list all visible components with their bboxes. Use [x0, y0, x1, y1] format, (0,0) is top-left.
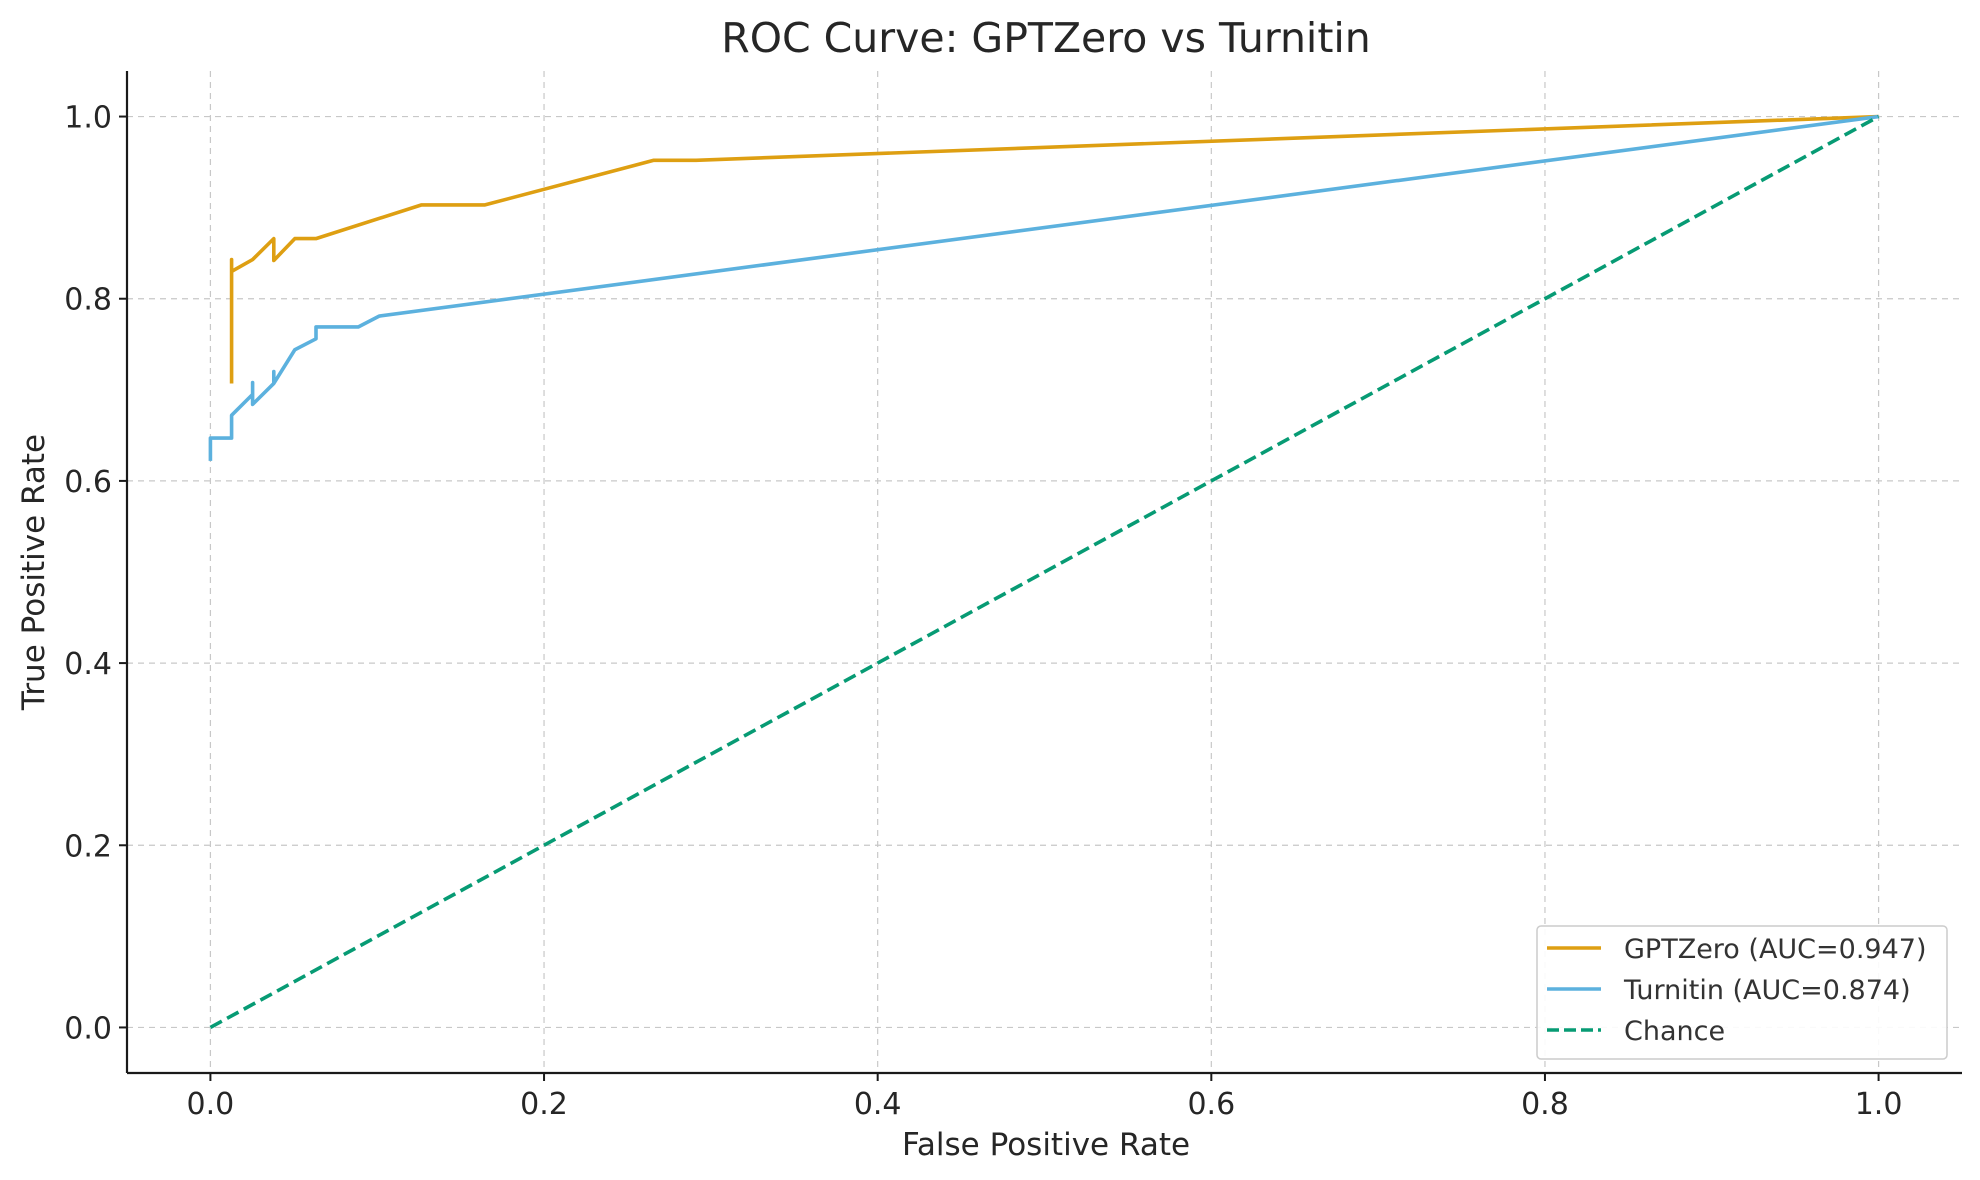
axis-ticks: 0.0 0.2 0.4 0.6 0.8 1.0 0.0 0.2 0.4 0.6 0.8 1.0: [64, 101, 1902, 1122]
y-axis-label: True Positive Rate: [16, 434, 52, 711]
series-lines: [208, 114, 1880, 1030]
series-line-chance: [209, 114, 1880, 1030]
x-tick-label: 0.8: [1521, 1087, 1569, 1122]
chart-title: ROC Curve: GPTZero vs Turnitin: [721, 14, 1371, 62]
y-tick-label: 0.8: [64, 283, 112, 318]
x-tick-label: 0.4: [854, 1087, 902, 1122]
y-tick-label: 0.4: [64, 647, 112, 682]
legend: GPTZero (AUC=0.947) Turnitin (AUC=0.874) C…: [1536, 925, 1948, 1060]
x-tick-label: 1.0: [1855, 1087, 1903, 1122]
series-line-turnitin: [208, 114, 1879, 461]
y-tick-label: 0.2: [64, 829, 112, 864]
legend-label-turnitin: Turnitin (AUC=0.874): [1623, 975, 1911, 1006]
legend-label-chance: Chance: [1624, 1016, 1725, 1047]
legend-label-gptzero: GPTZero (AUC=0.947): [1624, 934, 1926, 965]
y-tick-label: 0.6: [64, 465, 112, 500]
y-tick-label: 1.0: [64, 101, 112, 136]
axes-spines: [125, 71, 1962, 1075]
x-tick-label: 0.0: [187, 1087, 235, 1122]
x-axis-label: False Positive Rate: [902, 1127, 1190, 1163]
x-tick-label: 0.2: [520, 1087, 568, 1122]
legend-box: [1536, 925, 1948, 1060]
y-tick-label: 0.0: [64, 1011, 112, 1046]
x-tick-label: 0.6: [1187, 1087, 1235, 1122]
series-line-gptzero: [229, 114, 1879, 384]
